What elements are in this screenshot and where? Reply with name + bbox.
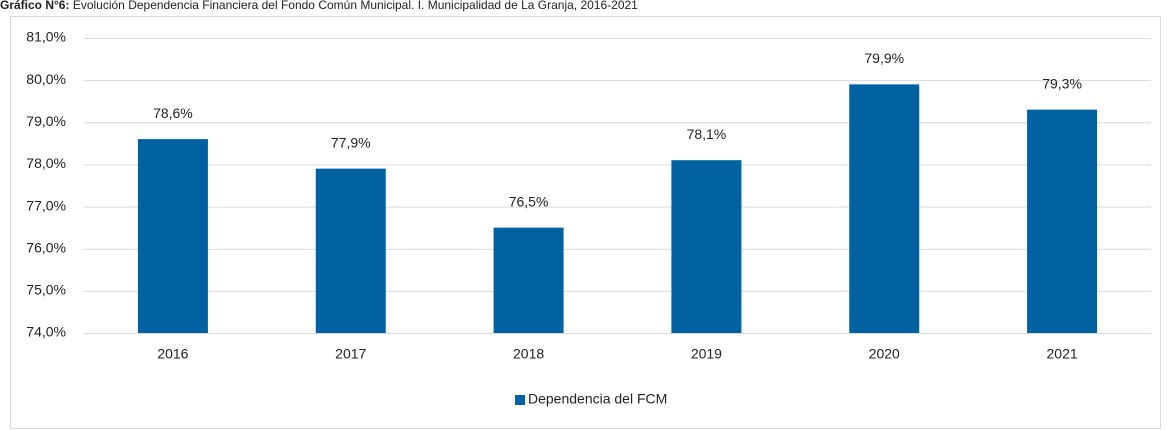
y-tick-label: 75,0% <box>26 282 66 298</box>
legend-swatch <box>515 395 525 405</box>
title-prefix: Gráfico N°6: <box>0 0 69 12</box>
y-tick-label: 81,0% <box>26 29 66 45</box>
y-tick-label: 76,0% <box>26 239 66 255</box>
x-tick-label: 2020 <box>869 346 900 362</box>
data-label: 79,9% <box>864 50 904 66</box>
y-tick-label: 74,0% <box>26 324 66 340</box>
data-label: 79,3% <box>1042 75 1082 91</box>
bar <box>671 160 742 333</box>
bar <box>849 84 920 333</box>
chart-title: Gráfico N°6: Evolución Dependencia Finan… <box>0 0 638 12</box>
data-label: 78,6% <box>153 105 193 121</box>
data-label: 76,5% <box>509 193 549 209</box>
chart-frame <box>10 16 1161 429</box>
data-label: 78,1% <box>687 126 727 142</box>
bar <box>1027 109 1098 334</box>
x-tick-label: 2021 <box>1047 346 1078 362</box>
x-tick-label: 2016 <box>157 346 188 362</box>
x-tick-label: 2019 <box>691 346 722 362</box>
y-tick-label: 79,0% <box>26 113 66 129</box>
bar <box>137 139 208 333</box>
legend-label: Dependencia del FCM <box>528 391 667 407</box>
y-tick-label: 80,0% <box>26 71 66 87</box>
bar <box>315 168 386 333</box>
y-tick-label: 78,0% <box>26 155 66 171</box>
data-label: 77,9% <box>331 134 371 150</box>
y-tick-label: 77,0% <box>26 197 66 213</box>
title-text: Evolución Dependencia Financiera del Fon… <box>73 0 638 12</box>
x-tick-label: 2017 <box>335 346 366 362</box>
bar <box>493 227 564 333</box>
x-tick-label: 2018 <box>513 346 544 362</box>
